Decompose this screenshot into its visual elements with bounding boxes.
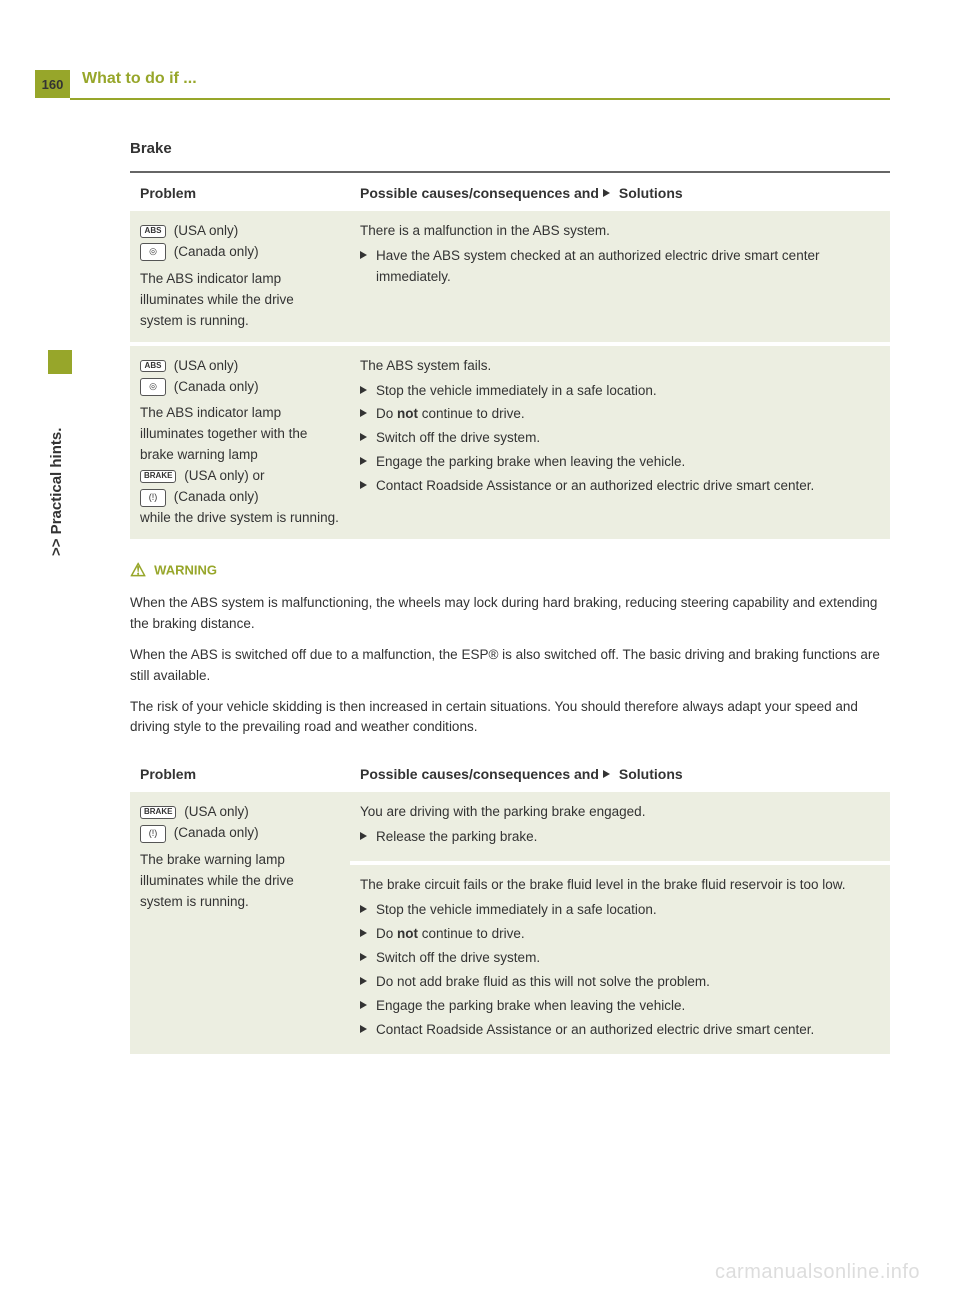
list-item: Engage the parking brake when leaving th… <box>360 452 880 473</box>
solution-list: Release the parking brake. <box>360 827 880 848</box>
brake-icon: BRAKE <box>140 470 176 483</box>
icon-note: (USA only) or <box>184 468 264 483</box>
cause-text: The brake circuit fails or the brake flu… <box>360 875 880 896</box>
warning-label-text: WARNING <box>154 562 217 577</box>
brake-warn-icon: (!) <box>140 825 166 843</box>
list-item: Do not continue to drive. <box>360 924 880 945</box>
warning-box: ⚠ WARNING When the ABS system is malfunct… <box>130 557 890 738</box>
warning-label: ⚠ WARNING <box>130 557 890 585</box>
solution-list: Stop the vehicle immediately in a safe l… <box>360 900 880 1041</box>
abs-canada-icon: ◎ <box>140 378 166 396</box>
table-row: ABS (USA only) ◎ (Canada only) The ABS i… <box>130 346 890 539</box>
warning-paragraph: The risk of your vehicle skidding is the… <box>130 697 890 739</box>
table2-header-pre: Possible causes/consequences and <box>360 766 599 782</box>
solutions-triangle-icon <box>603 189 610 197</box>
solution-list: Stop the vehicle immediately in a safe l… <box>360 381 880 498</box>
list-item: Switch off the drive system. <box>360 428 880 449</box>
warning-triangle-icon: ⚠ <box>130 557 146 585</box>
cause-text: The ABS system fails. <box>360 356 880 377</box>
icon-note: (USA only) <box>174 223 239 238</box>
list-item: Release the parking brake. <box>360 827 880 848</box>
warning-paragraph: When the ABS is switched off due to a ma… <box>130 645 890 687</box>
page-number: 160 <box>35 70 70 98</box>
list-item: Stop the vehicle immediately in a safe l… <box>360 900 880 921</box>
problem-text: while the drive system is running. <box>140 508 340 529</box>
section-title: Brake <box>130 140 890 157</box>
problem-table-1: Problem Possible causes/consequences and… <box>130 171 890 539</box>
cause-text: There is a malfunction in the ABS system… <box>360 221 880 242</box>
table2-header-problem: Problem <box>130 754 350 792</box>
table1-header-problem: Problem <box>130 173 350 211</box>
icon-note: (USA only) <box>174 358 239 373</box>
abs-icon: ABS <box>140 225 166 238</box>
list-item: Do not continue to drive. <box>360 404 880 425</box>
list-item: Do not add brake fluid as this will not … <box>360 972 880 993</box>
icon-note: (Canada only) <box>174 379 259 394</box>
problem-text: The ABS indicator lamp illuminates toget… <box>140 403 340 466</box>
brake-icon: BRAKE <box>140 806 176 819</box>
list-item: Switch off the drive system. <box>360 948 880 969</box>
list-item: Contact Roadside Assistance or an author… <box>360 476 880 497</box>
header-title: What to do if ... <box>82 70 197 88</box>
content-area: Brake Problem Possible causes/consequenc… <box>130 140 890 1054</box>
icon-note: (USA only) <box>184 804 249 819</box>
brake-warn-icon: (!) <box>140 489 166 507</box>
table2-header-solutions: Possible causes/consequences and Solutio… <box>350 754 890 792</box>
table-row: BRAKE (USA only) (!) (Canada only) The b… <box>130 792 890 861</box>
table-row: ABS (USA only) ◎ (Canada only) The ABS i… <box>130 211 890 342</box>
problem-text: The brake warning lamp illuminates while… <box>140 850 340 913</box>
list-item: Stop the vehicle immediately in a safe l… <box>360 381 880 402</box>
solutions-triangle-icon <box>603 770 610 778</box>
side-tab <box>48 350 72 374</box>
solution-list: Have the ABS system checked at an author… <box>360 246 880 288</box>
abs-icon: ABS <box>140 360 166 373</box>
problem-text: The ABS indicator lamp illuminates while… <box>140 269 340 332</box>
list-item: Contact Roadside Assistance or an author… <box>360 1020 880 1041</box>
list-item: Engage the parking brake when leaving th… <box>360 996 880 1017</box>
table1-header-post: Solutions <box>619 185 683 201</box>
side-label: >> Practical hints. <box>48 428 65 556</box>
warning-paragraph: When the ABS system is malfunctioning, t… <box>130 593 890 635</box>
icon-note: (Canada only) <box>174 244 259 259</box>
icon-note: (Canada only) <box>174 489 259 504</box>
table1-header-pre: Possible causes/consequences and <box>360 185 599 201</box>
table1-header-solutions: Possible causes/consequences and Solutio… <box>350 173 890 211</box>
table2-header-post: Solutions <box>619 766 683 782</box>
watermark: carmanualsonline.info <box>715 1261 920 1284</box>
problem-table-2: Problem Possible causes/consequences and… <box>130 754 890 1053</box>
cause-text: You are driving with the parking brake e… <box>360 802 880 823</box>
list-item: Have the ABS system checked at an author… <box>360 246 880 288</box>
header-rule <box>70 98 890 100</box>
abs-canada-icon: ◎ <box>140 243 166 261</box>
icon-note: (Canada only) <box>174 825 259 840</box>
